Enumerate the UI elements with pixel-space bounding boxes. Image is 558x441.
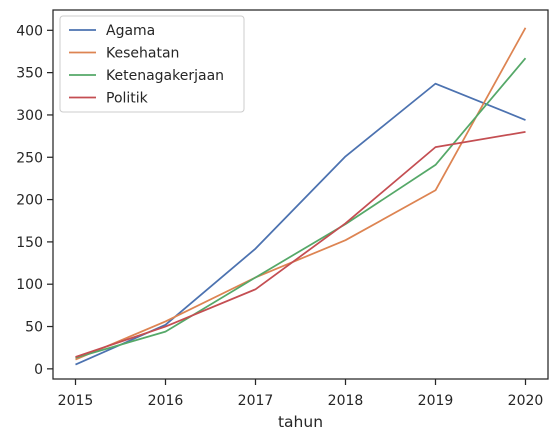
legend-entry: Ketenagakerjaan bbox=[106, 68, 224, 84]
x-tick-label: 2019 bbox=[418, 393, 454, 409]
x-tick-label: 2017 bbox=[238, 393, 274, 409]
series-line-politik bbox=[75, 131, 526, 358]
x-tick-label: 2020 bbox=[508, 393, 544, 409]
y-tick-label: 200 bbox=[16, 193, 43, 209]
y-tick-label: 0 bbox=[34, 362, 43, 378]
legend-box bbox=[59, 15, 245, 113]
series-layer bbox=[75, 27, 527, 366]
y-tick-label: 350 bbox=[16, 66, 43, 82]
legend-entry: Politik bbox=[106, 91, 149, 107]
x-tick-label: 2015 bbox=[58, 393, 94, 409]
series-line-agama bbox=[75, 82, 526, 366]
x-tick-label: 2018 bbox=[328, 393, 364, 409]
y-tick-label: 250 bbox=[16, 150, 43, 166]
y-tick-label: 100 bbox=[16, 277, 43, 293]
plot-border bbox=[52, 9, 549, 380]
x-axis-label: tahun bbox=[278, 413, 323, 431]
legend: Agama Kesehatan Ketenagakerjaan Politik bbox=[59, 15, 245, 113]
plot-area bbox=[52, 9, 549, 380]
y-tick-label: 400 bbox=[16, 23, 43, 39]
series-line-ketenagakerjaan bbox=[75, 57, 527, 359]
y-tick-label: 300 bbox=[16, 108, 43, 124]
legend-entry: Kesehatan bbox=[106, 46, 179, 62]
x-axis: 2015 2016 2017 2018 2019 2020 bbox=[58, 379, 544, 409]
y-tick-label: 50 bbox=[25, 320, 43, 336]
x-tick-label: 2016 bbox=[148, 393, 184, 409]
y-axis: 0 50 100 150 200 250 300 350 400 bbox=[16, 23, 53, 378]
y-tick-label: 150 bbox=[16, 235, 43, 251]
series-line-kesehatan bbox=[75, 27, 527, 361]
legend-entry: Agama bbox=[106, 23, 155, 39]
